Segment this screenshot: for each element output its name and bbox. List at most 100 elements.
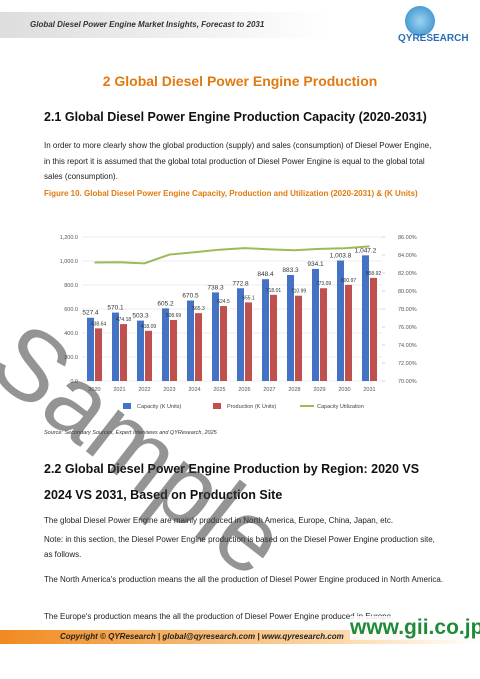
x-tick-label: 2026 xyxy=(238,387,250,393)
logo-text: QYRESEARCH xyxy=(398,33,469,44)
y2-tick-label: 76.00% xyxy=(398,325,417,331)
chart: 0.0 200.0 400.0 600.0 800.0 1,000.0 1,200.0 70.… xyxy=(60,235,417,410)
bar xyxy=(170,319,177,381)
x-tick-label: 2029 xyxy=(313,387,325,393)
x-tick-label: 2024 xyxy=(188,387,200,393)
bar xyxy=(212,292,219,381)
data-label: 527.4 xyxy=(82,310,99,317)
data-label: 858.92 xyxy=(366,271,382,277)
legend-label: Capacity Utilization xyxy=(317,404,364,410)
subsection-title: 2.1 Global Diesel Power Engine Productio… xyxy=(44,110,427,124)
bar xyxy=(262,279,269,381)
data-label: 605.2 xyxy=(157,300,174,307)
data-label: 800.97 xyxy=(341,278,357,284)
legend-label: Production (K Units) xyxy=(227,404,276,410)
bar xyxy=(112,312,119,381)
data-label: 772.8 xyxy=(232,280,249,287)
bar xyxy=(87,317,94,381)
x-tick-label: 2022 xyxy=(138,387,150,393)
bar xyxy=(162,308,169,381)
bar xyxy=(295,295,302,381)
y2-tick-label: 82.00% xyxy=(398,271,417,277)
bar xyxy=(137,320,144,381)
y-tick-label: 1,200.0 xyxy=(60,235,78,241)
header-band xyxy=(0,12,330,38)
y2-tick-label: 84.00% xyxy=(398,253,417,259)
data-label: 508.69 xyxy=(166,313,182,319)
paragraph: The North America's production means the… xyxy=(44,575,444,584)
data-label: 655.1 xyxy=(242,295,255,301)
x-tick-label: 2028 xyxy=(288,387,300,393)
x-tick-label: 2020 xyxy=(88,387,100,393)
site-logo: www.gii.co.jp xyxy=(350,616,480,640)
bar xyxy=(187,300,194,381)
bar xyxy=(120,324,127,381)
x-tick-label: 2027 xyxy=(263,387,275,393)
paragraph: The global Diesel Power Engine are mainl… xyxy=(44,516,394,525)
bar xyxy=(370,277,377,381)
data-label: 418.09 xyxy=(141,324,157,330)
data-label: 565.3 xyxy=(192,306,205,312)
x-tick-label: 2021 xyxy=(113,387,125,393)
data-label: 934.1 xyxy=(307,261,324,268)
bar xyxy=(312,268,319,381)
bar xyxy=(145,330,152,381)
x-tick-label: 2025 xyxy=(213,387,225,393)
bar xyxy=(320,288,327,381)
figure-caption: Figure 10. Global Diesel Power Engine Ca… xyxy=(44,189,418,198)
line xyxy=(94,245,370,265)
y-tick-label: 200.0 xyxy=(64,355,78,361)
legend-swatch xyxy=(123,403,131,409)
bar xyxy=(345,284,352,381)
bar xyxy=(220,306,227,381)
data-label: 503.3 xyxy=(132,313,149,320)
copyright: Copyright © QYResearch | global@qyresear… xyxy=(60,632,344,641)
data-label: 1,047.2 xyxy=(355,247,377,254)
paragraph: The Europe's production means the all th… xyxy=(44,612,394,621)
logo-globe xyxy=(405,6,435,36)
data-label: 718.01 xyxy=(266,288,282,294)
data-label: 624.5 xyxy=(217,299,230,305)
data-label: 773.09 xyxy=(316,281,332,287)
y2-tick-label: 70.00% xyxy=(398,379,417,385)
y-tick-label: 0.0 xyxy=(70,379,78,385)
y-tick-label: 1,000.0 xyxy=(60,259,78,265)
x-tick-label: 2023 xyxy=(163,387,175,393)
y-tick-label: 600.0 xyxy=(64,307,78,313)
paragraph: In order to more clearly show the global… xyxy=(44,141,432,181)
data-label: 570.1 xyxy=(107,305,124,312)
data-label: 883.3 xyxy=(282,267,299,274)
data-label: 710.99 xyxy=(291,289,307,295)
bar xyxy=(95,328,102,381)
data-label: 738.3 xyxy=(207,284,224,291)
bar xyxy=(245,302,252,381)
bar xyxy=(337,260,344,381)
data-label: 1,003.8 xyxy=(330,253,352,260)
y2-tick-label: 86.00% xyxy=(398,235,417,241)
section-title: 2 Global Diesel Power Engine Production xyxy=(102,73,378,89)
bar xyxy=(287,275,294,381)
x-tick-label: 2030 xyxy=(338,387,350,393)
x-tick-label: 2031 xyxy=(363,387,375,393)
y2-tick-label: 78.00% xyxy=(398,307,417,313)
source: Source: Secondary Sources, Expert Interv… xyxy=(44,430,217,436)
y2-tick-label: 72.00% xyxy=(398,361,417,367)
legend-label: Capacity (K Units) xyxy=(137,404,181,410)
y2-tick-label: 80.00% xyxy=(398,289,417,295)
paragraph: Note: in this section, the Diesel Power … xyxy=(44,535,435,559)
y2-tick-label: 74.00% xyxy=(398,343,417,349)
y-tick-label: 800.0 xyxy=(64,283,78,289)
data-label: 474.18 xyxy=(116,317,132,323)
header-title: Global Diesel Power Engine Market Insigh… xyxy=(30,20,265,29)
bar xyxy=(237,288,244,381)
legend-swatch xyxy=(213,403,221,409)
bar xyxy=(362,255,369,381)
data-label: 670.5 xyxy=(182,293,199,300)
data-label: 438.64 xyxy=(91,321,107,327)
subsection-title: 2.2 Global Diesel Power Engine Productio… xyxy=(44,462,420,502)
y-tick-label: 400.0 xyxy=(64,331,78,337)
bar xyxy=(195,313,202,381)
data-label: 848.4 xyxy=(257,271,274,278)
bar xyxy=(270,294,277,381)
